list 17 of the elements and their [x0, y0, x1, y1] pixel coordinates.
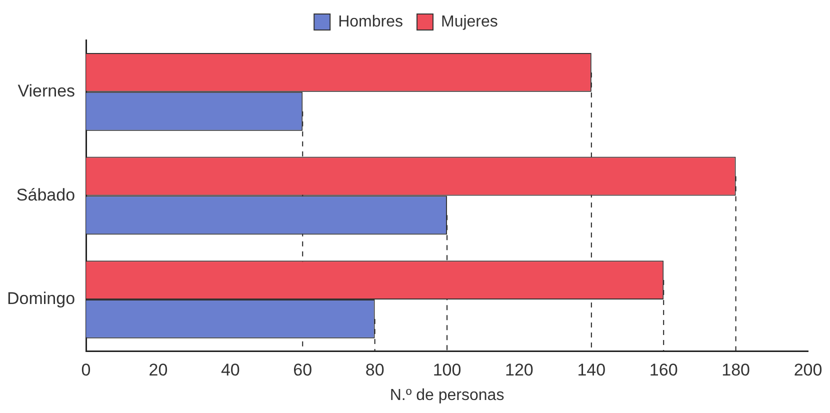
x-tick-label: 120 — [505, 360, 534, 380]
legend-label: Hombres — [338, 13, 403, 30]
x-tick-label: 40 — [220, 360, 240, 380]
x-tick-label: 160 — [649, 360, 678, 380]
x-tick-label: 140 — [577, 360, 606, 380]
x-tick-label: 80 — [365, 360, 384, 380]
x-tick-label: 20 — [148, 360, 168, 380]
y-tick-label: Viernes — [18, 82, 76, 101]
x-tick-label: 180 — [722, 360, 750, 380]
x-tick-label: 0 — [81, 360, 91, 380]
y-tick-label: Domingo — [6, 289, 76, 308]
x-axis-title: N.º de personas — [390, 386, 504, 404]
x-tick-label: 60 — [293, 360, 312, 380]
x-tick-label: 100 — [432, 360, 462, 380]
legend-label: Mujeres — [441, 13, 498, 30]
x-tick-label: 200 — [794, 360, 822, 380]
y-tick-label: Sábado — [16, 185, 76, 204]
